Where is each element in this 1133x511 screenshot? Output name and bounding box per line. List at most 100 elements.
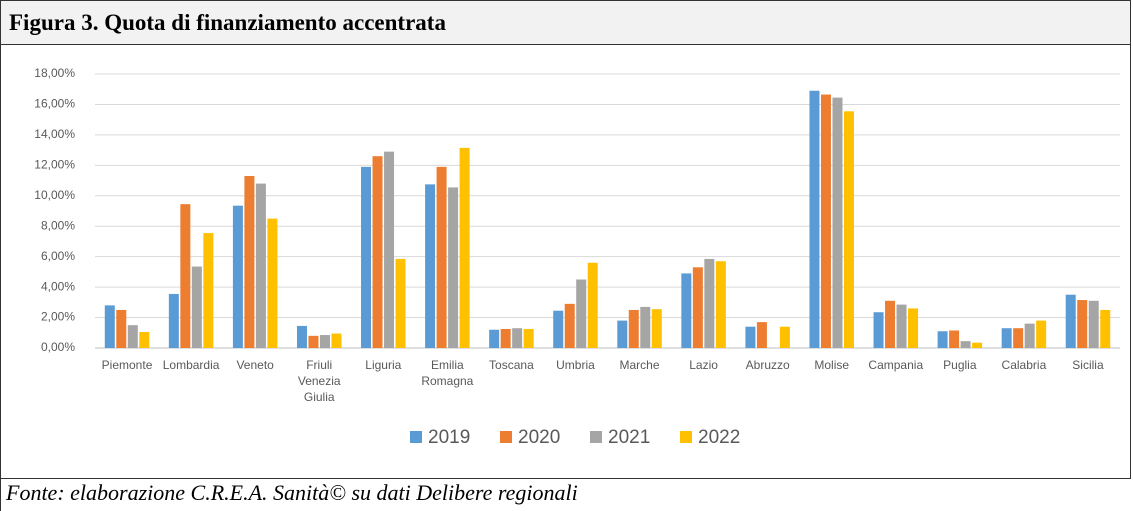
bar [489, 329, 500, 348]
bar [512, 328, 523, 348]
legend-swatch [500, 431, 512, 443]
legend-swatch [410, 431, 422, 443]
x-tick-label-line: Giulia [304, 390, 335, 404]
bar [191, 266, 202, 348]
bar [692, 267, 703, 348]
x-tick-label: Liguria [365, 358, 401, 372]
separator [0, 478, 1131, 479]
bar [651, 309, 662, 348]
bar [436, 166, 447, 348]
bar [1100, 309, 1111, 348]
bar [587, 262, 598, 348]
y-tick-label: 12,00% [34, 158, 75, 172]
bar [1036, 320, 1047, 348]
bar [832, 97, 843, 348]
source-note: Fonte: elaborazione C.R.E.A. Sanità© su … [6, 480, 578, 505]
y-tick-label: 14,00% [34, 127, 75, 141]
bar [308, 335, 319, 348]
bar [104, 305, 115, 348]
bar [384, 151, 395, 348]
x-tick-label: Marche [620, 358, 660, 372]
bar [232, 205, 243, 348]
x-tick-label: Calabria [1002, 358, 1047, 372]
bar [908, 308, 919, 348]
x-tick-label: Lazio [689, 358, 718, 372]
bar [756, 322, 767, 348]
x-tick-label: Friuli Venezia Giulia [298, 358, 341, 404]
bar [745, 326, 756, 348]
bar [372, 156, 383, 348]
bar [459, 147, 470, 348]
bar [180, 204, 191, 348]
bar [617, 320, 628, 348]
x-tick-label: Toscana [489, 358, 534, 372]
bar [127, 325, 138, 348]
x-tick-label: Lombardia [163, 358, 220, 372]
bar [361, 166, 372, 348]
bar [628, 309, 639, 348]
bar [681, 273, 692, 348]
y-tick-label: 2,00% [41, 310, 75, 324]
legend-label: 2022 [698, 427, 740, 448]
y-tick-label: 8,00% [41, 218, 75, 232]
bar [296, 325, 307, 348]
x-tick-label-line: Venezia [298, 374, 341, 388]
bar [937, 331, 948, 348]
legend-label: 2019 [428, 427, 470, 448]
x-tick-label: Umbria [556, 358, 595, 372]
bar [873, 312, 884, 348]
x-tick-label-line: Friuli [306, 358, 332, 372]
bar [267, 218, 278, 348]
bar [255, 183, 266, 348]
bar [331, 333, 342, 348]
bar [1088, 300, 1099, 348]
x-tick-label: Sicilia [1072, 358, 1104, 372]
bar [820, 94, 831, 348]
bar [960, 341, 971, 348]
x-tick-label: Emilia Romagna [421, 358, 473, 388]
x-tick-label: Molise [814, 358, 849, 372]
y-tick-label: 10,00% [34, 188, 75, 202]
legend-label: 2020 [518, 427, 560, 448]
bar [1013, 328, 1024, 348]
bar [116, 309, 127, 348]
bar [885, 300, 896, 348]
bar [523, 328, 534, 348]
bar [640, 306, 651, 348]
bar [896, 304, 907, 348]
x-tick-label: Piemonte [102, 358, 153, 372]
legend-swatch [680, 431, 692, 443]
legend-swatch [590, 431, 602, 443]
bar [809, 90, 820, 348]
bar [203, 233, 214, 348]
bar [576, 279, 587, 348]
bar [715, 261, 726, 348]
bar [1065, 294, 1076, 348]
bar [704, 258, 715, 348]
bar [553, 310, 564, 348]
bar [319, 335, 330, 348]
y-tick-label: 16,00% [34, 97, 75, 111]
y-tick-label: 0,00% [41, 340, 75, 354]
bar [949, 330, 960, 348]
y-tick-label: 4,00% [41, 279, 75, 293]
bar [168, 293, 179, 348]
bar [843, 111, 854, 349]
legend-label: 2021 [608, 427, 650, 448]
bar [1024, 323, 1035, 348]
chart: 0,00% 2,00% 4,00% 6,00% 8,00% 10,00% 12,00% 14,… [34, 66, 1120, 448]
x-tick-label: Abruzzo [746, 358, 790, 372]
bar [500, 328, 511, 348]
figure-title: Figura 3. Quota di finanziamento accentr… [1, 1, 1130, 45]
bar [972, 342, 983, 348]
bar [139, 332, 150, 348]
y-tick-label: 18,00% [34, 66, 75, 80]
x-tick-label: Puglia [943, 358, 977, 372]
bar [448, 187, 459, 348]
y-tick-label: 6,00% [41, 249, 75, 263]
border [0, 478, 1, 511]
x-tick-label: Campania [868, 358, 923, 372]
bar [425, 184, 436, 348]
x-tick-label-line: Romagna [421, 374, 473, 388]
